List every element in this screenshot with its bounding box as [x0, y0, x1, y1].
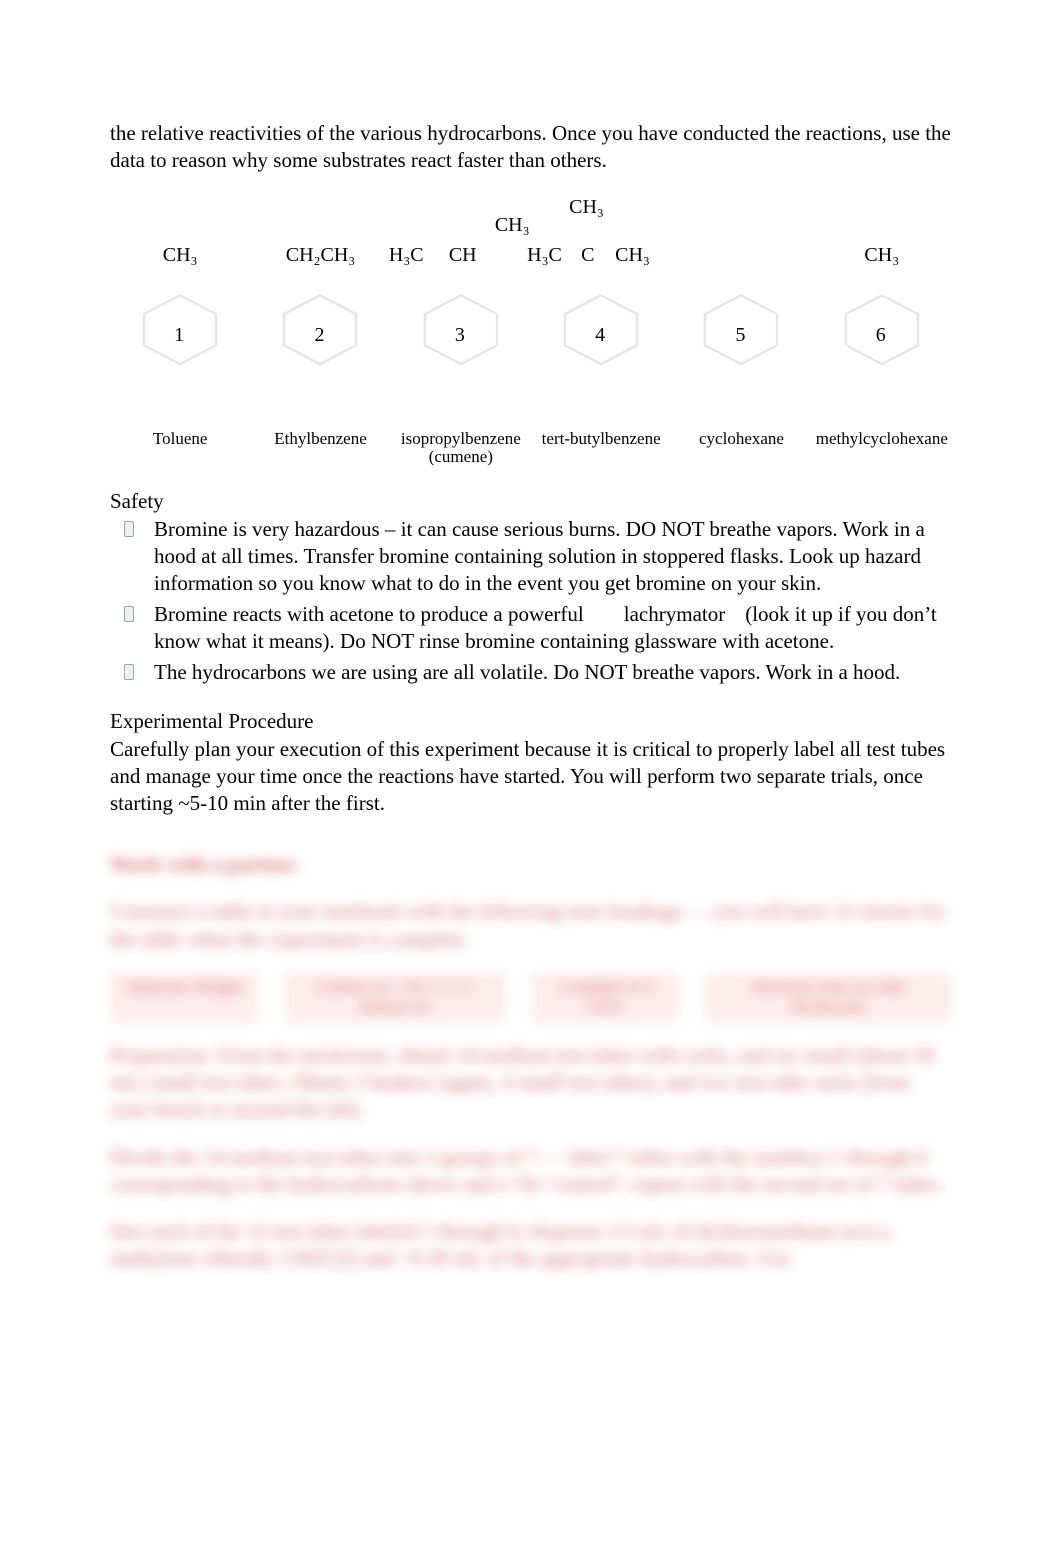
blurred-line-2: Construct a table in your notebook with …	[110, 898, 952, 953]
formula-label: CH₃	[163, 244, 198, 267]
molecule-1: 1 CH₃	[110, 200, 250, 420]
molecule-number: 2	[314, 324, 324, 347]
mol-name-6: methylcyclohexane	[812, 430, 952, 467]
structures-names: Toluene Ethylbenzene isopropylbenzene(cu…	[110, 430, 952, 467]
blurred-line-5: Into each of the 12 test tubes labeled 1…	[110, 1218, 952, 1273]
molecule-3: 3 H₃C CH CH₃	[391, 200, 531, 420]
formula-label: H₃C	[527, 244, 562, 267]
structures-row: 1 CH₃ 2 CH₂CH₃ 3 H₃C CH CH₃ 4 CH₃ H₃C C CH₃ 5 6 CH…	[110, 200, 952, 420]
safety-item-1: Bromine is very hazardous – it can cause…	[154, 516, 952, 597]
safety-item-2a: Bromine reacts with acetone to produce a…	[154, 602, 584, 626]
safety-heading: Safety	[110, 489, 952, 514]
blurred-line-4: Divide the 14 medium test tubes into 2 g…	[110, 1144, 952, 1199]
blurred-cell-1: Substrate Weight	[110, 973, 258, 1022]
molecule-number: 4	[595, 324, 605, 347]
mol-name-2: Ethylbenzene	[250, 430, 390, 467]
formula-label: C	[581, 244, 594, 267]
safety-list: Bromine is very hazardous – it can cause…	[110, 516, 952, 685]
formula-label: H₃C	[389, 244, 424, 267]
mol-name-3: isopropylbenzene(cumene)	[391, 430, 531, 467]
formula-label: CH₃	[569, 196, 604, 219]
safety-item-2b: lachrymator	[624, 602, 725, 626]
molecule-2: 2 CH₂CH₃	[250, 200, 390, 420]
procedure-heading: Experimental Procedure	[110, 709, 952, 734]
molecule-number: 5	[735, 324, 745, 347]
blurred-line-3: Preparation. From the stockroom, obtain …	[110, 1042, 952, 1124]
formula-label: CH₃	[864, 244, 899, 267]
formula-label: CH	[449, 244, 477, 267]
formula-label: CH₃	[495, 214, 530, 237]
molecule-5: 5	[671, 200, 811, 420]
procedure-body: Carefully plan your execution of this ex…	[110, 736, 952, 817]
blurred-cell-3: 2 unlabel of 3 NTA	[532, 973, 680, 1022]
molecule-number: 3	[455, 324, 465, 347]
mol-name-1: Toluene	[110, 430, 250, 467]
safety-item-3: The hydrocarbons we are using are all vo…	[154, 659, 952, 686]
mol-name-4: tert-butylbenzene	[531, 430, 671, 467]
molecule-6: 6 CH₃	[812, 200, 952, 420]
intro-paragraph: the relative reactivities of the various…	[110, 120, 952, 174]
safety-item-2: Bromine reacts with acetone to produce a…	[154, 601, 952, 655]
molecule-number: 6	[876, 324, 886, 347]
blurred-cell-4: Reaction time (s) Add Br/Hexane	[705, 973, 952, 1022]
formula-label: CH₃	[615, 244, 650, 267]
molecule-4: 4CH₃H₃CCCH₃	[531, 200, 671, 420]
blurred-line-1: Work with a partner.	[110, 851, 952, 878]
molecule-number: 1	[174, 324, 184, 347]
formula-label: CH₂CH₃	[286, 244, 356, 267]
blurred-table: Substrate Weight Carbon no. 1 H 1 1 1 1 …	[110, 973, 952, 1022]
blurred-cell-2: Carbon no. 1 H 1 1 1 1 balance m	[284, 973, 506, 1022]
mol-name-5: cyclohexane	[671, 430, 811, 467]
